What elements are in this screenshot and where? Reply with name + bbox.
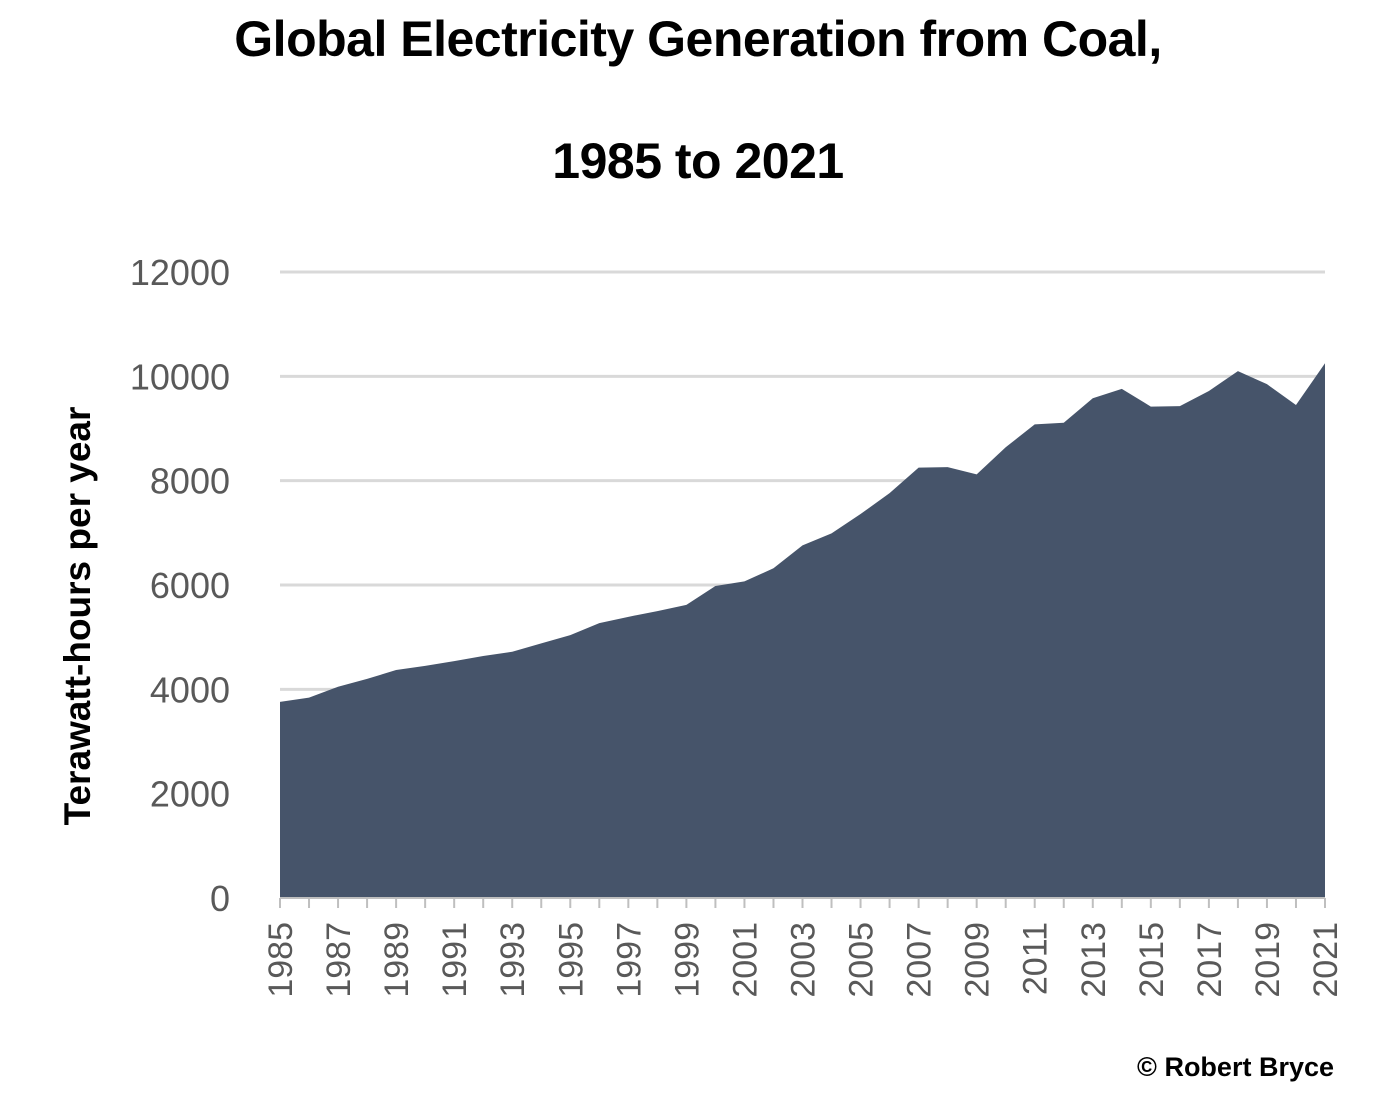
y-axis-label: Terawatt-hours per year: [57, 407, 98, 826]
series-area-layer: [280, 363, 1325, 899]
y-tick-label: 0: [210, 878, 230, 919]
series-area: [280, 363, 1325, 899]
y-tick-label: 4000: [150, 669, 230, 710]
x-axis: 1985 1987 1989 1991 1993 1995 1997 1999 2001 2003…: [262, 897, 1345, 998]
x-tick-label: 2003: [785, 922, 823, 998]
credit-text: © Robert Bryce: [1137, 1052, 1334, 1082]
x-tick-label: 1993: [494, 922, 532, 998]
x-tick-label: 2013: [1075, 922, 1113, 998]
chart-title-line-2: 1985 to 2021: [552, 133, 844, 189]
x-tick-label: 2015: [1133, 922, 1171, 998]
x-tick-label: 2007: [901, 922, 939, 998]
x-tick-label: 2005: [843, 922, 881, 998]
x-tick-label: 1985: [262, 922, 300, 998]
x-tick-label: 1987: [320, 922, 358, 998]
x-tick-label: 2001: [726, 922, 764, 998]
x-tick-label: 1999: [668, 922, 706, 998]
x-tick-label: 1991: [436, 922, 474, 998]
x-tick-label: 1989: [378, 922, 416, 998]
x-tick-label: 1997: [610, 922, 648, 998]
y-tick-label: 8000: [150, 461, 230, 502]
x-tick-label: 2017: [1191, 922, 1229, 998]
x-tick-label: 2019: [1249, 922, 1287, 998]
x-tick-label: 2011: [1017, 922, 1055, 995]
chart-title-line-1: Global Electricity Generation from Coal,: [234, 11, 1162, 67]
x-tick-label: 2009: [959, 922, 997, 998]
y-axis-ticks: 0 2000 4000 6000 8000 10000 12000: [130, 252, 230, 919]
y-tick-label: 12000: [130, 252, 230, 293]
y-tick-label: 10000: [130, 356, 230, 397]
x-tick-label: 1995: [552, 922, 590, 998]
x-tick-label: 2021: [1307, 922, 1345, 998]
y-tick-label: 6000: [150, 565, 230, 606]
y-tick-label: 2000: [150, 774, 230, 815]
